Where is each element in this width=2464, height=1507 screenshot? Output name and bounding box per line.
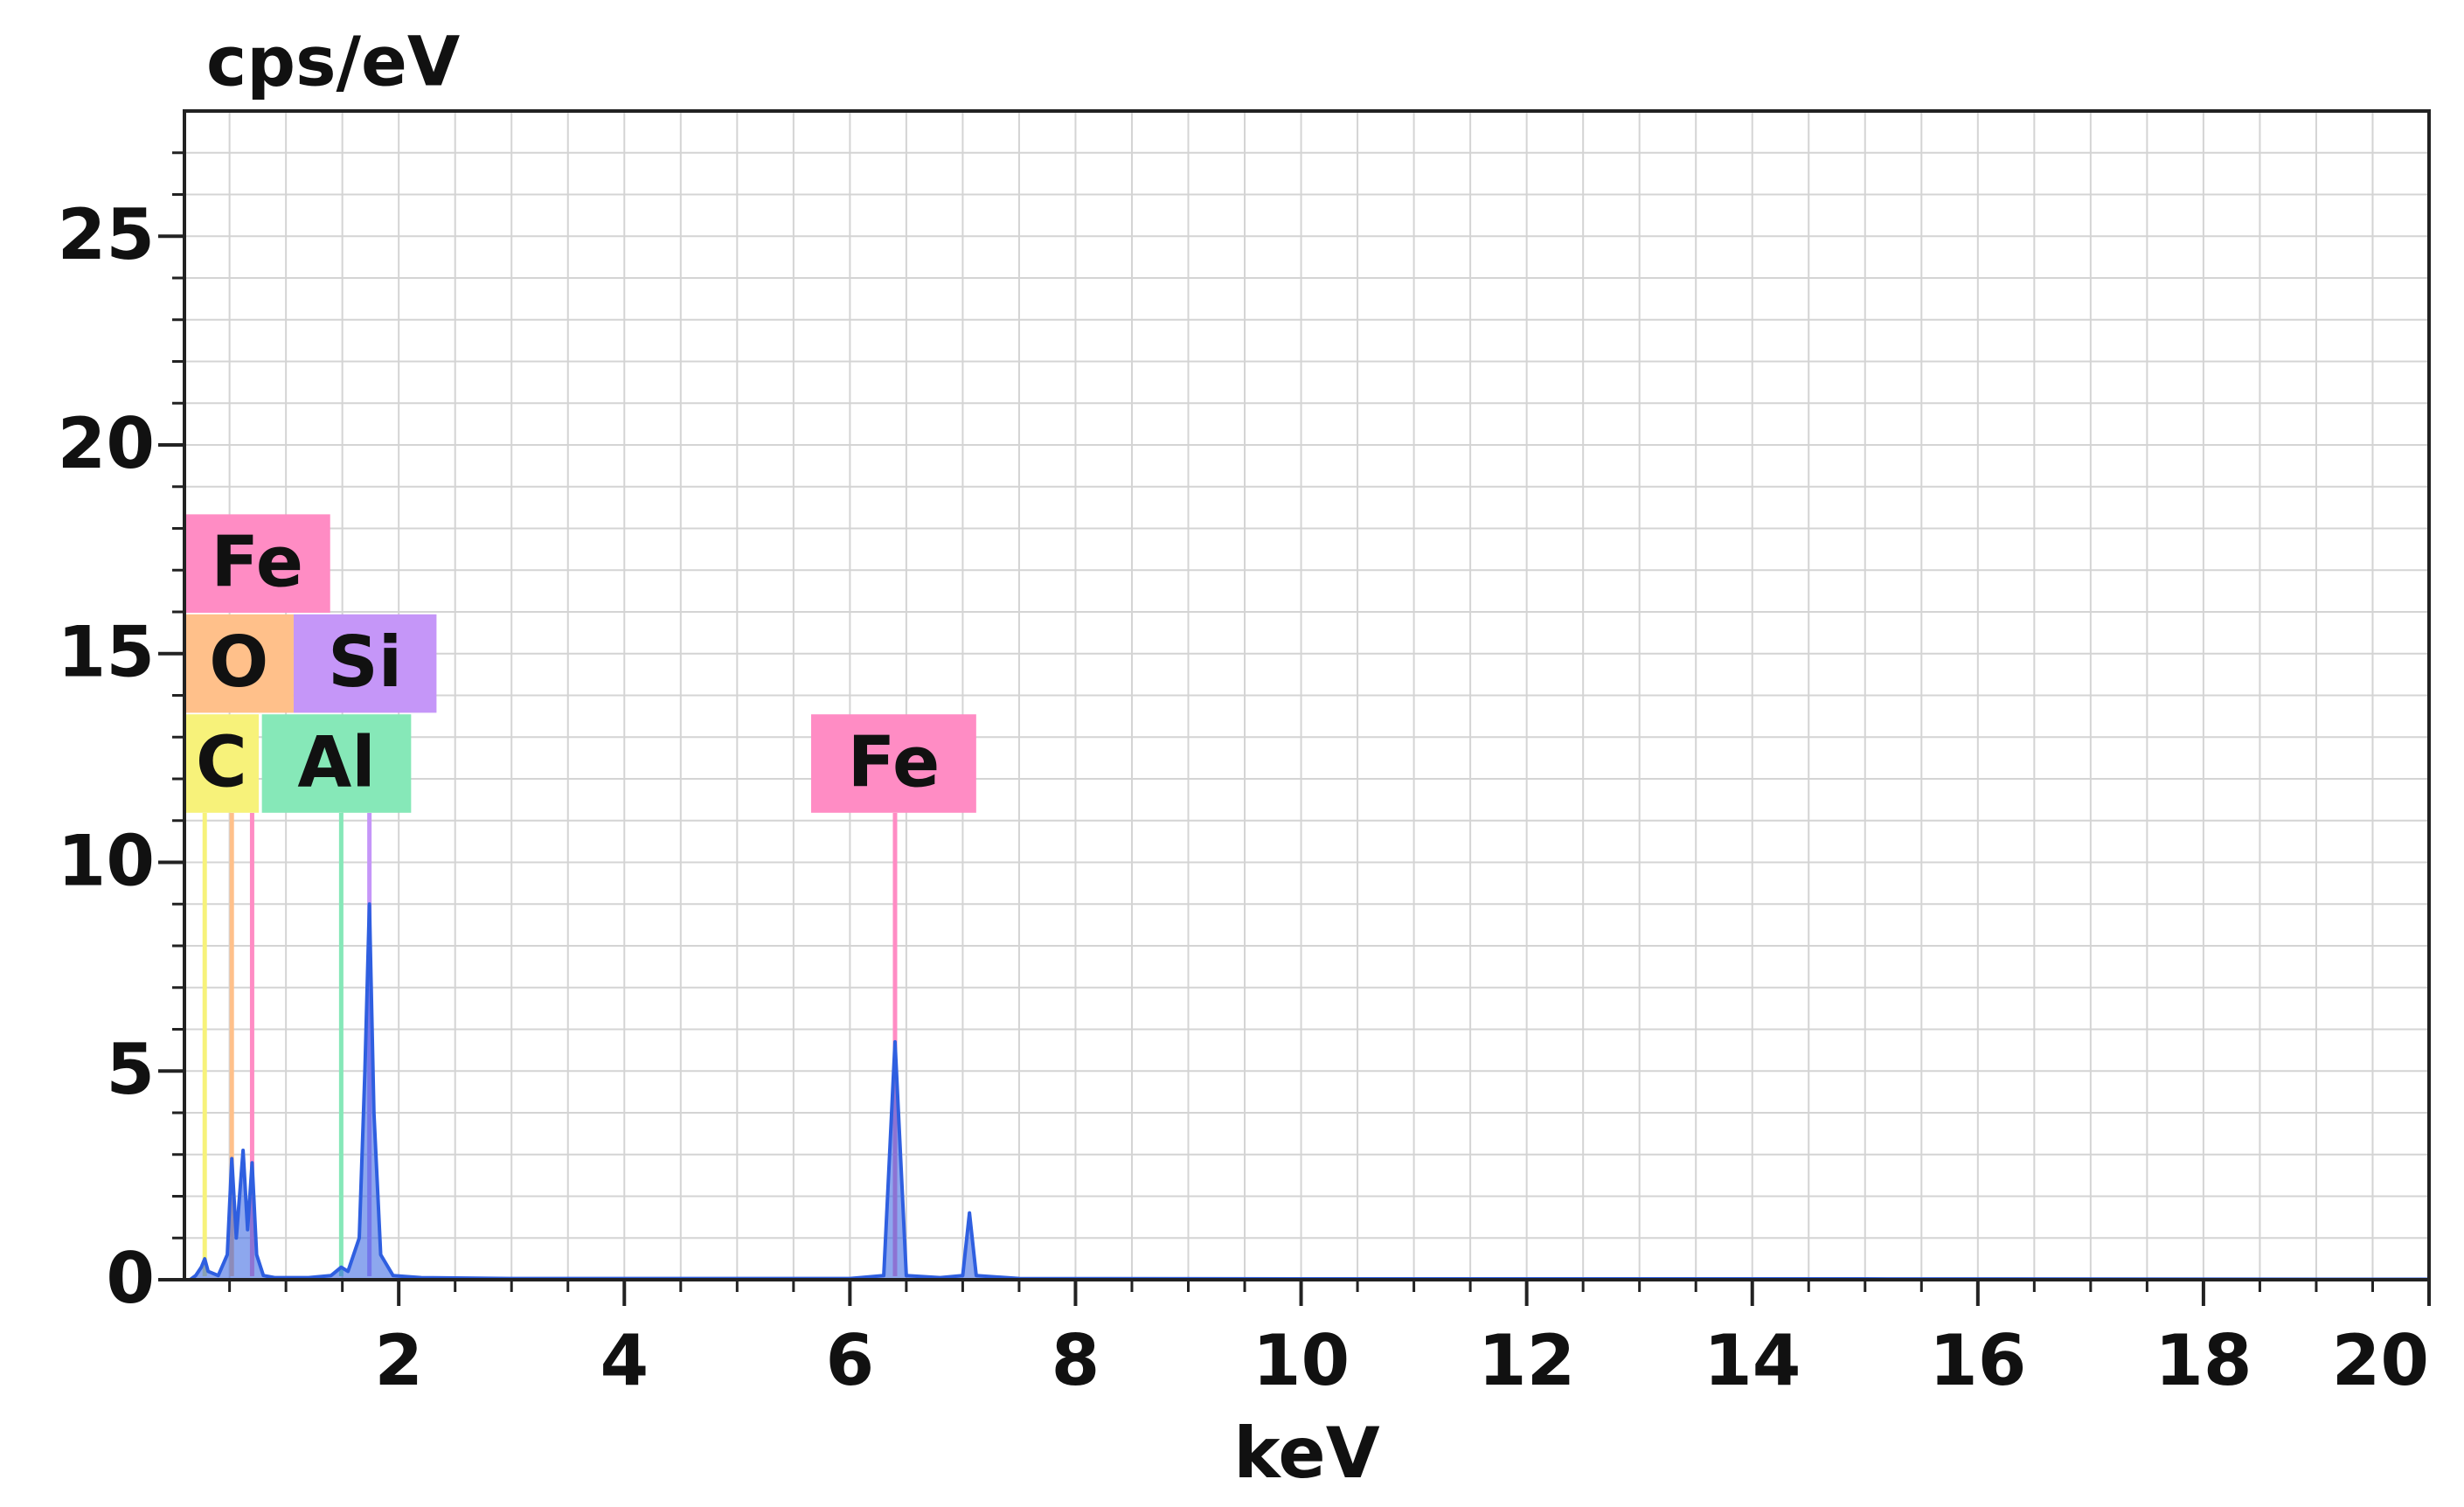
- y-axis-label: cps/eV: [206, 23, 460, 101]
- x-tick-label: 18: [2155, 1320, 2252, 1401]
- peak-label-box: [293, 614, 437, 713]
- y-tick-label: 10: [58, 820, 155, 901]
- peak-label-box: [184, 614, 294, 713]
- y-tick-label: 15: [58, 612, 155, 693]
- y-tick-label: 5: [106, 1029, 155, 1110]
- peak-label: Al: [297, 721, 375, 802]
- peak-label: Si: [328, 622, 402, 703]
- peak-label-box: [261, 714, 412, 813]
- x-tick-label: 10: [1253, 1320, 1350, 1401]
- y-tick-label: 20: [58, 403, 155, 484]
- spectrum-line: [189, 902, 2429, 1280]
- plot-frame: [183, 109, 2431, 1281]
- x-tick-label: 16: [1929, 1320, 2026, 1401]
- x-tick-label: 4: [600, 1320, 649, 1401]
- y-tick-label: 25: [58, 194, 155, 275]
- y-tick-label: 0: [106, 1238, 155, 1319]
- x-tick-label: 20: [2332, 1320, 2429, 1401]
- peak-label: C: [196, 721, 247, 802]
- peak-label-box: [184, 714, 260, 813]
- x-axis-label: keV: [1233, 1413, 1379, 1494]
- x-tick-label: 12: [1478, 1320, 1575, 1401]
- peak-label-box: [810, 714, 976, 813]
- x-tick-label: 8: [1052, 1320, 1100, 1401]
- peak-label-box: [184, 514, 330, 613]
- peak-label: Fe: [211, 522, 303, 603]
- peak-label: Fe: [848, 721, 940, 802]
- x-tick-label: 2: [374, 1320, 423, 1401]
- peak-label: O: [209, 622, 268, 703]
- x-tick-label: 14: [1704, 1320, 1801, 1401]
- plot-area: CO Fe Al Si Fe: [184, 514, 2429, 1280]
- x-tick-label: 6: [826, 1320, 875, 1401]
